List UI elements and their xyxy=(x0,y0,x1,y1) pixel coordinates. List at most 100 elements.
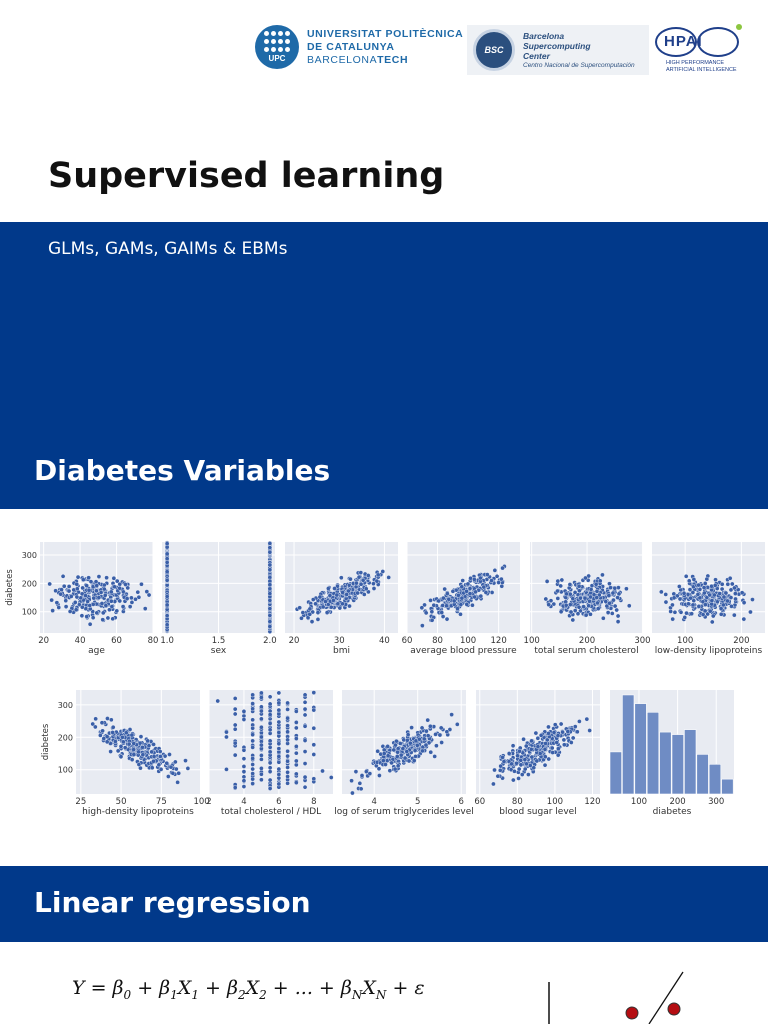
x-tick-label: 4 xyxy=(241,797,246,807)
scatter-point xyxy=(250,738,255,744)
scatter-point xyxy=(565,729,571,734)
scatter-point xyxy=(607,581,612,586)
scatter-point xyxy=(111,575,117,581)
scatter-point xyxy=(98,590,104,595)
scatter-point xyxy=(542,762,548,768)
scatter-point xyxy=(93,716,98,722)
x-axis-label: age xyxy=(88,646,105,656)
scatter-point xyxy=(365,573,371,578)
scatter-point xyxy=(215,698,221,704)
scatter-point xyxy=(151,758,156,764)
scatter-point xyxy=(259,777,264,783)
scatter-point xyxy=(66,584,72,589)
scatter-point xyxy=(59,587,64,592)
scatter-point xyxy=(583,612,589,618)
scatter-point xyxy=(542,746,548,752)
scatter-point xyxy=(267,624,273,629)
scatter-point xyxy=(721,602,726,608)
scatter-point xyxy=(604,603,610,609)
scatter-point xyxy=(294,709,299,714)
scatter-point xyxy=(259,757,264,762)
scatter-point xyxy=(104,575,109,581)
scatter-point xyxy=(577,719,582,724)
scatter-point xyxy=(567,591,573,597)
scatter-point xyxy=(250,692,255,698)
scatter-point xyxy=(423,742,429,748)
scatter-point xyxy=(725,598,730,604)
scatter-point xyxy=(374,578,380,584)
scatter-point xyxy=(406,758,412,764)
scatter-point xyxy=(534,758,540,764)
scatter-point xyxy=(725,581,731,587)
scatter-point xyxy=(250,771,255,776)
scatter-point xyxy=(328,775,334,780)
scatter-point xyxy=(723,590,729,596)
scatter-point xyxy=(492,568,498,573)
scatter-point xyxy=(454,722,460,727)
scatter-point xyxy=(86,575,91,581)
scatter-point xyxy=(614,607,619,613)
scatter-point xyxy=(494,574,500,579)
scatter-point xyxy=(569,740,574,745)
scatter-point xyxy=(125,585,131,591)
scatter-point xyxy=(176,770,181,776)
scatter-point xyxy=(276,746,282,751)
scatter-point xyxy=(232,706,238,712)
scatter-point xyxy=(417,736,422,742)
x-tick-label: 200 xyxy=(579,636,595,646)
scatter-point xyxy=(732,612,737,618)
scatter-point xyxy=(470,602,475,608)
scatter-point xyxy=(444,729,450,735)
scatter-point xyxy=(98,733,103,738)
histogram-bar xyxy=(684,729,697,795)
scatter-point xyxy=(250,776,255,782)
x-tick-label: 100 xyxy=(460,636,476,646)
scatter-point xyxy=(434,743,439,749)
x-tick-label: 6 xyxy=(276,797,281,807)
x-axis-label: low-density lipoproteins xyxy=(655,646,763,656)
x-tick-label: 1.0 xyxy=(160,636,174,646)
scatter-point xyxy=(117,581,123,587)
scatter-point xyxy=(496,580,501,585)
scatter-point xyxy=(555,733,561,738)
scatter-point xyxy=(124,596,130,601)
x-tick-label: 300 xyxy=(708,797,724,807)
scatter-point xyxy=(250,762,255,767)
x-tick-label: 200 xyxy=(669,797,685,807)
scatter-point xyxy=(523,743,529,749)
scatter-point xyxy=(285,723,290,728)
scatter-point xyxy=(164,577,170,583)
scatter-point xyxy=(232,726,238,732)
slide-title: Supervised learning xyxy=(48,156,445,196)
scatter-point xyxy=(101,586,107,592)
scatter-point xyxy=(332,586,337,591)
scatter-point xyxy=(54,600,60,605)
x-axis-label: average blood pressure xyxy=(410,646,517,656)
scatter-point xyxy=(687,587,693,592)
scatter-point xyxy=(294,750,299,756)
scatter-point xyxy=(63,598,69,603)
x-tick-label: 120 xyxy=(584,797,600,807)
scatter-point xyxy=(267,738,273,744)
scatter-point xyxy=(241,774,247,780)
scatter-point xyxy=(527,763,533,768)
scatter-point xyxy=(358,581,364,587)
scatter-point xyxy=(175,780,180,785)
scatter-point xyxy=(267,619,273,624)
scatter-point xyxy=(259,708,264,714)
scatter-point xyxy=(696,604,702,609)
scatter-point xyxy=(559,577,565,583)
scatter-point xyxy=(558,609,564,615)
scatter-point xyxy=(367,771,373,776)
scatter-point xyxy=(449,712,454,717)
x-tick-label: 100 xyxy=(193,797,209,807)
scatter-point xyxy=(458,611,463,617)
scatter-point xyxy=(164,541,170,547)
scatter-point xyxy=(711,592,717,598)
scatter-point xyxy=(690,602,696,608)
scatter-point xyxy=(302,706,308,712)
scatter-point xyxy=(127,604,133,609)
scatter-point xyxy=(440,614,446,619)
scatter-point xyxy=(85,599,90,604)
scatter-point xyxy=(588,611,593,617)
